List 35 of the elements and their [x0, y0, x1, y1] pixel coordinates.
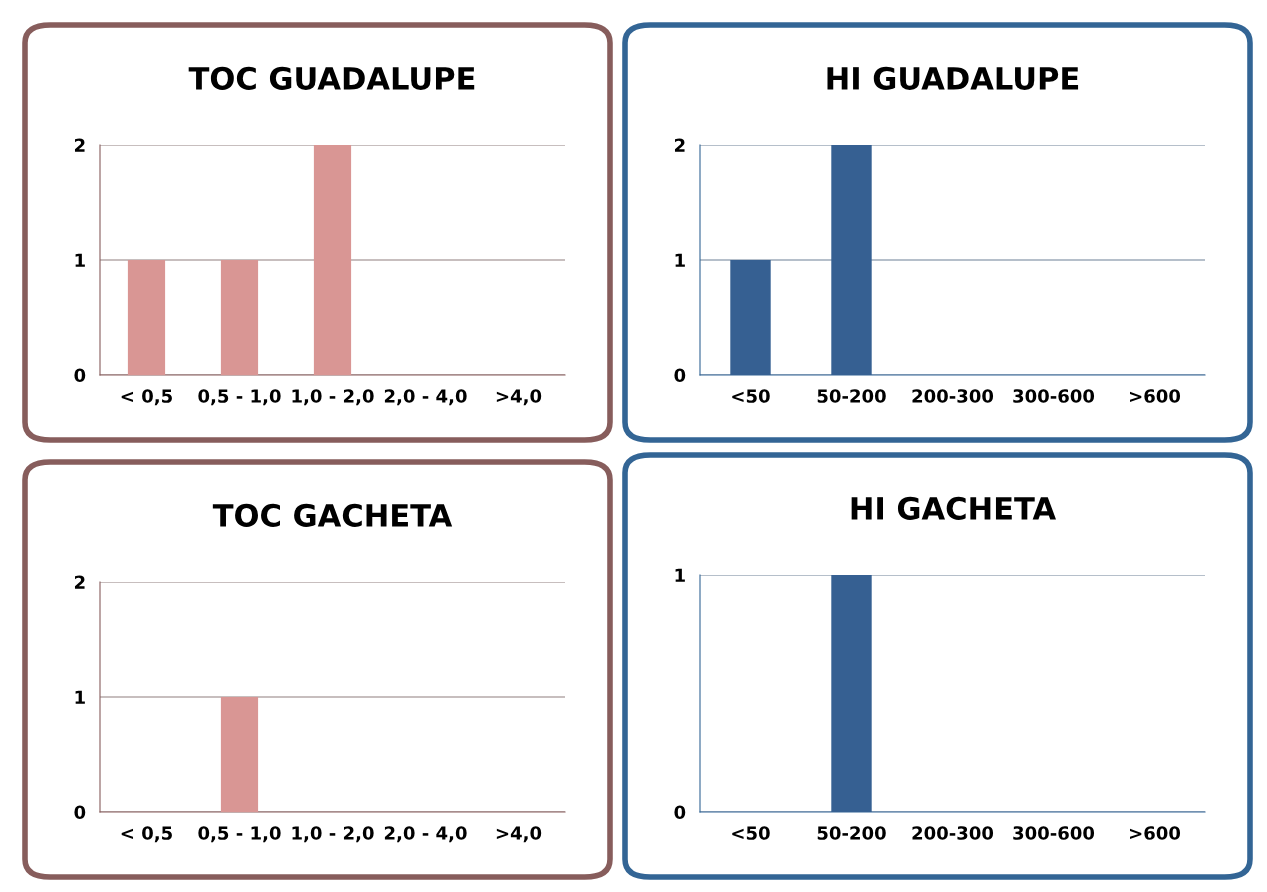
- x-tick-label: >4,0: [496, 389, 542, 406]
- x-tick-label: < 0,5: [121, 826, 172, 843]
- y-tick-label: 0: [674, 805, 686, 820]
- y-tick-label: 1: [75, 253, 85, 267]
- y-tick-label: 0: [674, 368, 686, 383]
- x-tick-label: <50: [732, 389, 770, 403]
- chart-title: TOC GUADALUPE: [188, 66, 475, 90]
- x-tick-label: >4,0: [496, 826, 542, 843]
- x-tick-label: <50: [732, 826, 770, 840]
- y-tick-label: 2: [74, 138, 85, 152]
- x-tick-label: 300-600: [1013, 826, 1095, 840]
- x-tick-label: >600: [1130, 826, 1181, 840]
- x-tick-label: 50-200: [817, 389, 886, 403]
- chart-title: TOC GACHETA: [212, 503, 453, 527]
- x-tick-label: < 0,5: [121, 389, 172, 406]
- x-tick-label: 0,5 - 1,0: [198, 826, 281, 843]
- y-tick-label: 1: [75, 690, 85, 704]
- chart-title: HI GUADALUPE: [827, 66, 1079, 90]
- x-tick-label: 300-600: [1013, 389, 1095, 403]
- y-tick-label: 1: [675, 253, 685, 267]
- x-tick-label: >600: [1130, 389, 1181, 403]
- x-tick-label: 200-300: [912, 826, 994, 840]
- chart-title: HI GACHETA: [851, 496, 1056, 520]
- x-tick-label: 1,0 - 2,0: [292, 389, 374, 406]
- x-tick-label: 1,0 - 2,0: [292, 826, 374, 843]
- y-tick-label: 2: [74, 575, 85, 589]
- x-tick-label: 50-200: [817, 826, 886, 840]
- y-tick-label: 0: [74, 368, 86, 383]
- y-tick-label: 1: [675, 568, 685, 582]
- x-tick-label: 0,5 - 1,0: [198, 389, 281, 406]
- y-tick-label: 2: [674, 138, 685, 152]
- x-tick-label: 2,0 - 4,0: [384, 389, 467, 406]
- x-tick-label: 2,0 - 4,0: [384, 826, 467, 843]
- x-tick-label: 200-300: [912, 389, 994, 403]
- y-tick-label: 0: [74, 805, 86, 820]
